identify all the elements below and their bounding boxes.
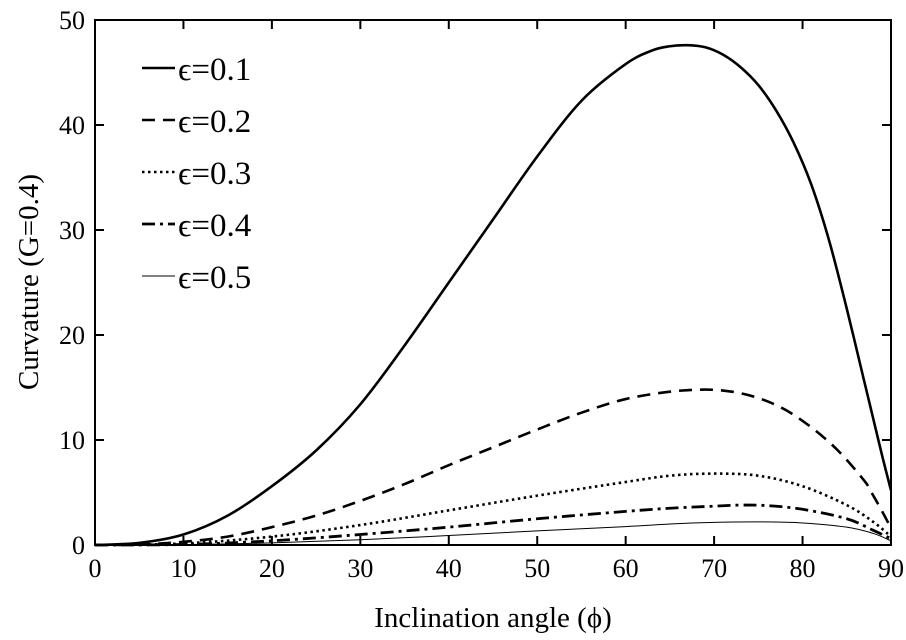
- legend-label-5: ϵ=0.5: [178, 260, 251, 296]
- x-tick-label: 40: [436, 554, 462, 583]
- series-line-4: [94, 503, 892, 547]
- ticks-layer: 0 10 20 30 40 50 60 70 80 90 0 10 20 30 40 50: [59, 6, 904, 583]
- y-tick-label: 0: [72, 531, 85, 560]
- y-tick-label: 30: [59, 216, 85, 245]
- plot-frame: [94, 19, 892, 546]
- series-line-2: [94, 388, 893, 547]
- legend-label-1: ϵ=0.1: [178, 52, 251, 88]
- series-line-3: [94, 472, 892, 547]
- y-tick-label: 20: [59, 321, 85, 350]
- legend-label-2: ϵ=0.2: [178, 104, 251, 140]
- legend-label-3: ϵ=0.3: [178, 156, 251, 192]
- legend: ϵ=0.1 ϵ=0.2 ϵ=0.3 ϵ=0.4 ϵ=0.5: [142, 52, 251, 296]
- x-tick-label: 80: [790, 554, 816, 583]
- x-tick-label: 60: [613, 554, 639, 583]
- x-tick-label: 50: [524, 554, 550, 583]
- x-tick-label: 70: [701, 554, 727, 583]
- x-tick-label: 10: [170, 554, 196, 583]
- y-tick-label: 10: [59, 426, 85, 455]
- y-tick-label: 40: [59, 111, 85, 140]
- x-tick-label: 30: [347, 554, 373, 583]
- x-tick-label: 90: [878, 554, 904, 583]
- series-line-1: [94, 43, 893, 547]
- x-axis-title: Inclination angle (ϕ): [374, 602, 612, 634]
- x-tick-label: 20: [259, 554, 285, 583]
- legend-label-4: ϵ=0.4: [178, 208, 251, 244]
- y-axis-title: Curvature (G=0.4): [13, 174, 45, 390]
- x-tick-label: 0: [89, 554, 102, 583]
- y-tick-label: 50: [59, 6, 85, 35]
